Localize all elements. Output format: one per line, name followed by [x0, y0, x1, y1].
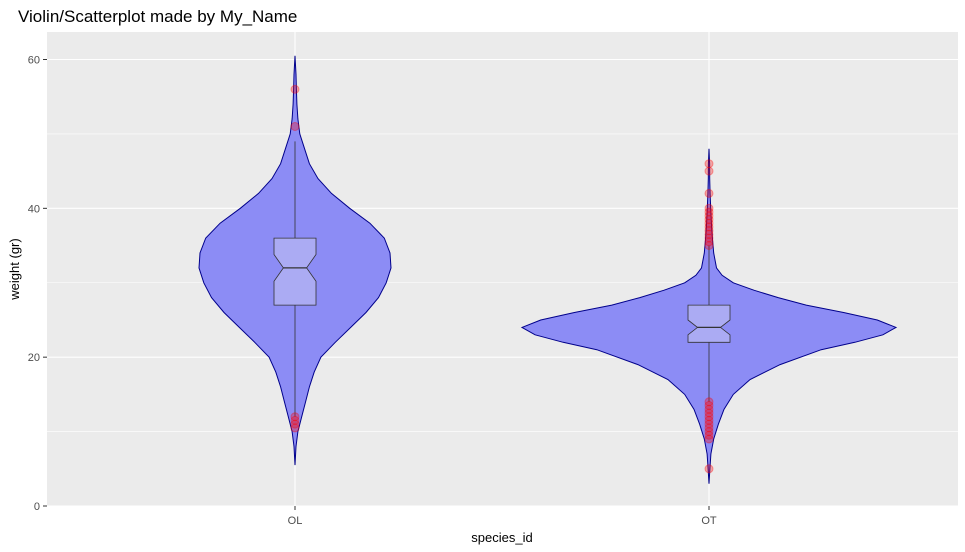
x-tick-label-OT: OT [701, 515, 717, 527]
outlier-point-OT-18 [704, 412, 714, 422]
outlier-point-OL-5 [290, 423, 300, 433]
boxplots [273, 141, 731, 417]
outlier-point-OT-25 [704, 464, 714, 474]
outlier-point-OT-13 [704, 241, 714, 250]
outlier-point-OT-5 [704, 211, 714, 221]
outlier-point-OT-7 [704, 218, 714, 228]
y-tick-label-20: 20 [28, 352, 40, 364]
outlier-points [290, 84, 714, 474]
outlier-point-OT-12 [704, 237, 714, 247]
outlier-point-OT-15 [704, 401, 714, 410]
outlier-point-OT-8 [704, 222, 714, 232]
outlier-point-OT-16 [704, 404, 714, 414]
outlier-point-OT-20 [704, 419, 714, 429]
outlier-point-OT-11 [704, 233, 714, 243]
outlier-point-OT-14 [704, 397, 714, 407]
y-tick-label-40: 40 [28, 203, 40, 215]
outlier-point-OT-0 [704, 159, 714, 169]
outlier-point-OT-21 [704, 423, 714, 433]
x-axis-label: species_id [471, 530, 532, 545]
outlier-point-OT-6 [704, 215, 714, 224]
y-axis-label: weight (gr) [7, 238, 22, 300]
y-axis: 0 20 40 60 [28, 55, 47, 513]
x-tick-label-OL: OL [288, 515, 303, 527]
y-tick-label-0: 0 [34, 501, 40, 513]
outlier-point-OT-17 [704, 408, 714, 418]
chart-title: Violin/Scatterplot made by My_Name [18, 7, 297, 26]
outlier-point-OT-10 [704, 229, 714, 239]
outlier-point-OT-23 [704, 430, 714, 440]
box-OL [273, 237, 317, 306]
outlier-point-OL-3 [290, 415, 300, 425]
outlier-point-OT-1 [704, 166, 714, 176]
x-axis: OL OT [288, 506, 717, 527]
outlier-point-OT-9 [704, 226, 714, 236]
outlier-point-OT-4 [704, 207, 714, 217]
y-tick-label-60: 60 [28, 55, 40, 67]
outlier-point-OL-4 [290, 419, 300, 429]
outlier-point-OT-2 [704, 188, 714, 198]
outlier-point-OT-19 [704, 415, 714, 425]
box-OT [687, 304, 731, 343]
outlier-point-OL-0 [290, 84, 300, 94]
outlier-point-OT-24 [704, 434, 714, 444]
outlier-point-OL-1 [290, 122, 300, 131]
outlier-point-OL-2 [290, 412, 300, 422]
outlier-point-OT-3 [704, 203, 714, 213]
outlier-point-OT-22 [704, 427, 714, 437]
plot-panel [47, 32, 958, 506]
